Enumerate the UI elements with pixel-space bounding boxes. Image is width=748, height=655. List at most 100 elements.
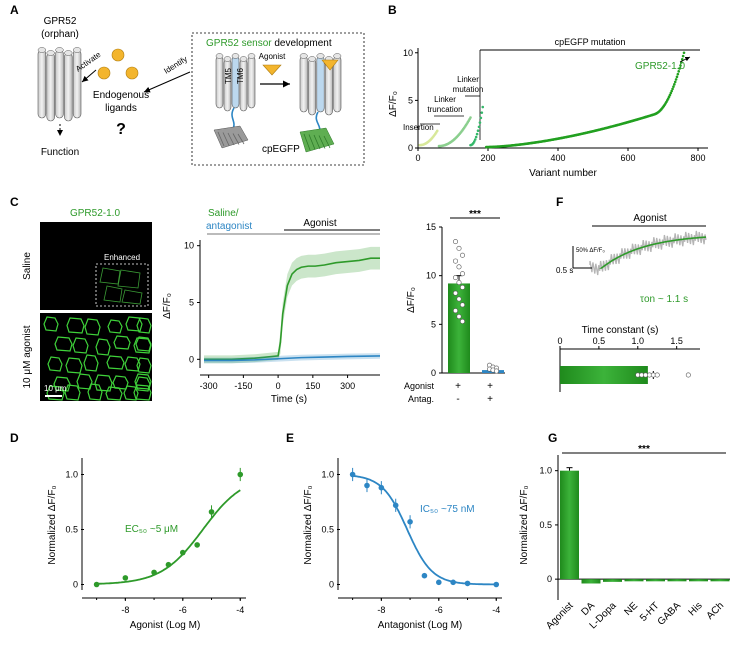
- c-sig-label: ***: [469, 209, 481, 220]
- e-point: [421, 572, 428, 579]
- e-y-tick-label: 1.0: [321, 470, 334, 480]
- b-point: [677, 70, 681, 73]
- g-bar: [581, 579, 601, 584]
- cell-outline: [106, 355, 125, 370]
- g-category-label: ACh: [705, 600, 727, 622]
- c-agonist-sign-2: +: [487, 381, 493, 392]
- f-x-tick-label: 1.0: [632, 336, 645, 346]
- helix-top-shape: [72, 47, 82, 53]
- c-legend-saline: Saline/: [208, 208, 239, 219]
- helix-top-shape: [37, 47, 47, 53]
- c-bar-point: [459, 284, 465, 290]
- c-bar-point: [459, 271, 465, 277]
- d-y-tick-label: 1.0: [65, 470, 78, 480]
- c-trace-ticks: -300 -150 0 150 300 0 5 10: [184, 241, 355, 391]
- e-x-tick-label: -6: [435, 605, 443, 615]
- f-x-label: Time constant (s): [582, 325, 659, 336]
- c-bar-y-tick-label: 5: [431, 319, 436, 329]
- helix-shape: [239, 58, 248, 112]
- b-cpegfp-mutation-label: cpEGFP mutation: [555, 37, 626, 47]
- c-bar-point: [452, 258, 458, 264]
- d-x-label: Agonist (Log M): [130, 620, 201, 631]
- b-x-tick-label: 400: [550, 153, 565, 163]
- d-point: [93, 581, 100, 588]
- g-y-label: Normalized ΔF/F₀: [519, 485, 530, 564]
- panel-label-c: C: [10, 195, 19, 209]
- d-x-tick-label: -4: [236, 605, 244, 615]
- cell-outline: [53, 376, 71, 392]
- ligands-label: ligands: [105, 103, 137, 114]
- f-tau-label: τon ~ 1.1 s: [640, 294, 688, 305]
- linker-shape: [231, 107, 235, 131]
- cell-outline: [133, 384, 152, 401]
- agonist-arrow-label: Agonist: [259, 52, 286, 61]
- helix-top-shape: [333, 53, 342, 59]
- g-sig-label: ***: [638, 444, 650, 455]
- b-point: [672, 85, 675, 88]
- d-y-label: Normalized ΔF/F₀: [47, 485, 58, 564]
- panel-b: B 0 200 400 600 800 0 5 10 ΔF/F₀ Variant number…: [388, 3, 708, 179]
- c-trace-line: [204, 257, 380, 361]
- e-point: [392, 502, 399, 509]
- d-dose-response: [93, 467, 244, 588]
- b-linker-mutation-label-1: Linker: [457, 75, 479, 84]
- b-point: [676, 72, 680, 76]
- c-trace-line: [204, 355, 381, 362]
- d-x-tick-label: -6: [179, 605, 187, 615]
- d-ec50-label: EC₅₀ ~5 μM: [125, 524, 178, 535]
- cell-outline: [87, 383, 103, 401]
- panel-a: A GPR52 (orphan) Function Activate Ident…: [10, 3, 365, 166]
- e-point: [450, 579, 456, 586]
- d-point: [165, 561, 172, 568]
- d-point: [180, 549, 186, 556]
- f-scale-x-label: 0.5 s: [556, 266, 573, 275]
- d-point: [122, 575, 129, 581]
- cell-outline: [124, 356, 141, 372]
- c-bar-point: [452, 308, 458, 314]
- b-point: [674, 78, 678, 81]
- b-point: [679, 64, 682, 67]
- b-best-variant-label: GPR52-1.0: [635, 61, 685, 72]
- b-x-tick-label: 0: [415, 153, 420, 163]
- c-bar-y-tick-label: 15: [426, 222, 436, 232]
- b-point: [473, 138, 477, 141]
- e-point: [493, 581, 500, 588]
- g-bar: [560, 470, 579, 580]
- g-bar: [624, 579, 644, 582]
- function-label: Function: [41, 147, 79, 158]
- cell-outline: [125, 316, 143, 332]
- b-point: [476, 129, 480, 133]
- b-point: [673, 80, 677, 84]
- orphan-receptor-icon: [37, 47, 82, 122]
- b-point: [435, 129, 439, 133]
- cpegfp-strand: [308, 134, 316, 150]
- c-y-tick-label: 5: [189, 298, 194, 308]
- cell-outline: [84, 318, 101, 336]
- helix-top-shape: [55, 47, 64, 53]
- b-point: [673, 83, 676, 86]
- bound-agonist-icon: [321, 59, 339, 71]
- b-y-tick-label: 0: [408, 143, 413, 153]
- dim-cell-outline: [117, 269, 141, 289]
- b-truncation-label-2: truncation: [427, 105, 462, 114]
- sensor-dev-title: GPR52 sensor development: [206, 38, 332, 49]
- b-y-label: ΔF/F₀: [388, 91, 399, 117]
- e-y-tick-label: 0.5: [321, 525, 334, 535]
- d-point: [194, 542, 200, 548]
- cpegfp-strand: [323, 135, 331, 149]
- c-trace-x-label: Time (s): [271, 394, 307, 405]
- c-x-tick-label: 300: [340, 381, 355, 391]
- helix-shape: [64, 52, 73, 122]
- identify-label: Identify: [162, 54, 189, 75]
- c-bar-y-tick-label: 0: [431, 368, 436, 378]
- g-bar: [667, 579, 687, 582]
- cell-outline: [136, 357, 152, 374]
- b-point: [480, 111, 484, 114]
- panel-label-g: G: [548, 431, 557, 445]
- cell-outline: [95, 338, 111, 356]
- g-bar: [646, 579, 665, 582]
- d-point: [208, 509, 215, 515]
- b-point: [680, 58, 684, 61]
- e-ticks: -8 -6 -4 0 0.5 1.0: [321, 470, 500, 616]
- c-row-antag-label: Antag.: [408, 394, 434, 404]
